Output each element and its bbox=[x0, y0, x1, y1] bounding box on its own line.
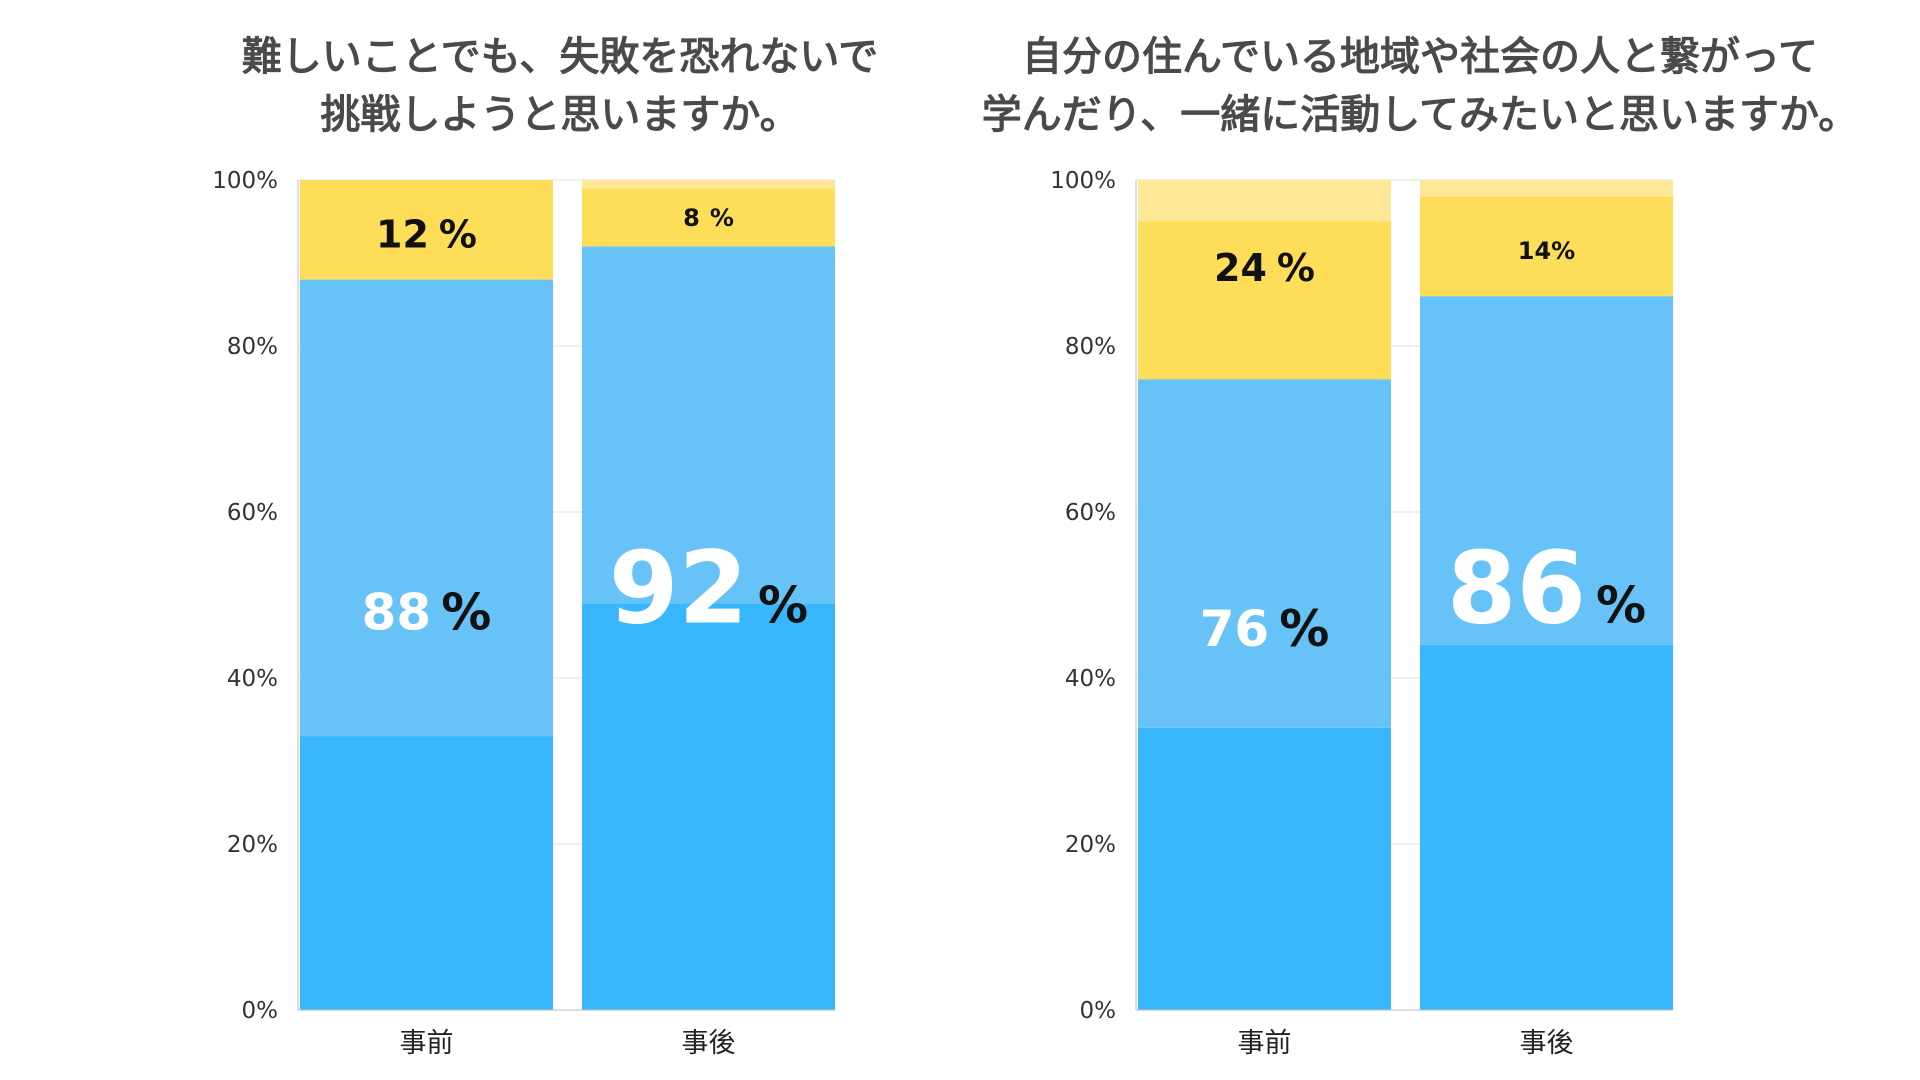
bar-segment bbox=[300, 279, 553, 737]
bar-segment bbox=[1138, 180, 1391, 222]
data-label: 88% bbox=[362, 584, 492, 642]
x-category-label: 事前 bbox=[400, 1028, 454, 1059]
bar-segment bbox=[582, 603, 835, 1010]
data-label-value: 88 bbox=[362, 584, 432, 642]
y-tick-label: 20% bbox=[227, 832, 278, 858]
y-tick-label: 100% bbox=[1050, 168, 1116, 194]
data-label-unit: % bbox=[1596, 577, 1646, 635]
data-label: 92% bbox=[609, 530, 808, 647]
y-tick-label: 0% bbox=[1080, 998, 1117, 1024]
bar-segment bbox=[582, 246, 835, 604]
bar-segment bbox=[300, 180, 553, 280]
data-label: 76% bbox=[1200, 600, 1330, 658]
bar-segment bbox=[582, 188, 835, 247]
data-label: 86% bbox=[1447, 530, 1646, 647]
data-label-unit: % bbox=[441, 584, 491, 642]
bar-segment bbox=[582, 180, 835, 189]
data-label: 24% bbox=[1214, 246, 1315, 290]
data-label-value: 12 bbox=[376, 213, 429, 257]
y-tick-label: 0% bbox=[242, 998, 279, 1024]
data-label-value: 14% bbox=[1518, 237, 1575, 265]
bar-segment bbox=[1420, 644, 1673, 1010]
x-category-label: 事前 bbox=[1238, 1028, 1292, 1059]
data-label-unit: % bbox=[710, 204, 734, 232]
data-label: 12% bbox=[376, 213, 477, 257]
data-label: 8% bbox=[683, 204, 734, 232]
y-tick-label: 60% bbox=[227, 500, 278, 526]
y-tick-label: 100% bbox=[212, 168, 278, 194]
data-label-unit: % bbox=[439, 213, 477, 257]
chart-title-left: 難しいことでも、失敗を恐れないで 挑戦しようと思いますか。 bbox=[241, 34, 879, 138]
bar-segment bbox=[1138, 727, 1391, 1010]
data-label-value: 86 bbox=[1447, 530, 1586, 647]
data-label-unit: % bbox=[1277, 246, 1315, 290]
bar-segment bbox=[1420, 296, 1673, 645]
data-label-value: 76 bbox=[1200, 600, 1270, 658]
bar-segment bbox=[1420, 180, 1673, 197]
data-label-value: 8 bbox=[683, 204, 700, 232]
y-tick-label: 40% bbox=[1065, 666, 1116, 692]
data-label-value: 92 bbox=[609, 530, 748, 647]
chart-title-right: 自分の住んでいる地域や社会の人と繋がって 学んだり、一緒に活動してみたいと思いま… bbox=[981, 34, 1859, 138]
bar-segment bbox=[1420, 196, 1673, 297]
y-tick-label: 60% bbox=[1065, 500, 1116, 526]
x-category-label: 事後 bbox=[682, 1028, 736, 1059]
bar-segment bbox=[300, 736, 553, 1010]
bar-segment bbox=[1138, 379, 1391, 728]
y-tick-label: 80% bbox=[1065, 334, 1116, 360]
y-tick-label: 80% bbox=[227, 334, 278, 360]
data-label: 14% bbox=[1518, 237, 1575, 265]
y-tick-label: 40% bbox=[227, 666, 278, 692]
data-label-unit: % bbox=[758, 577, 808, 635]
bar-segment bbox=[1138, 221, 1391, 380]
x-category-label: 事後 bbox=[1520, 1028, 1574, 1059]
data-label-value: 24 bbox=[1214, 246, 1267, 290]
data-label-unit: % bbox=[1279, 600, 1329, 658]
y-tick-label: 20% bbox=[1065, 832, 1116, 858]
